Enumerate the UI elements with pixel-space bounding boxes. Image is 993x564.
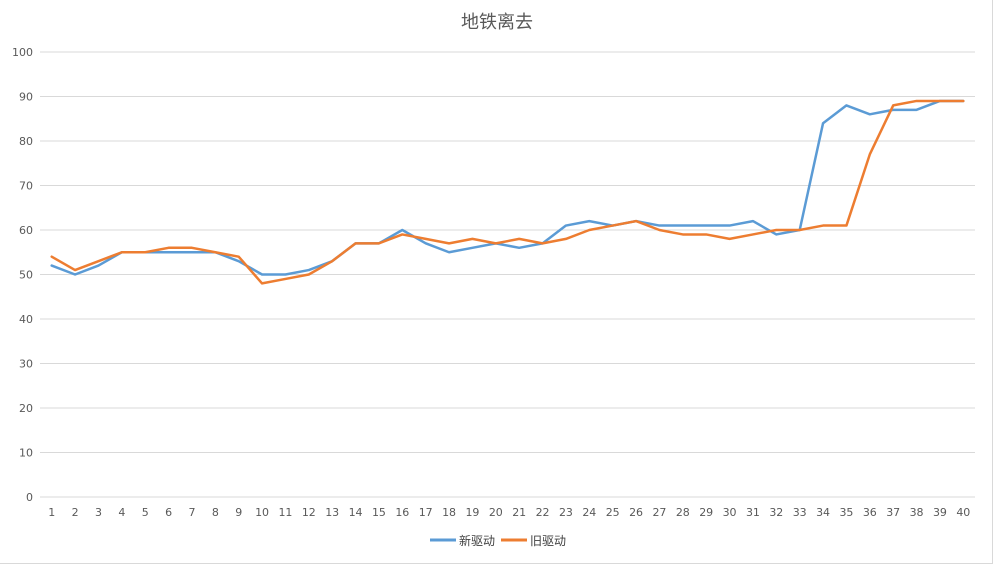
x-tick-label: 24 xyxy=(582,506,596,519)
y-tick-label: 40 xyxy=(19,313,33,326)
x-tick-label: 20 xyxy=(489,506,503,519)
x-axis-ticks: 1 2 3 4 5 6 7 8 9 10 11 12 13 14 15 16 17 18 19 20 21 22 23 24 2… xyxy=(48,506,970,519)
x-tick-label: 17 xyxy=(419,506,433,519)
x-tick-label: 35 xyxy=(839,506,853,519)
x-tick-label: 6 xyxy=(165,506,172,519)
series-lines xyxy=(50,99,965,285)
x-tick-label: 23 xyxy=(559,506,573,519)
legend-label-series-1: 新驱动 xyxy=(459,533,495,548)
y-tick-label: 10 xyxy=(19,447,33,460)
x-tick-label: 5 xyxy=(142,506,149,519)
x-tick-label: 12 xyxy=(302,506,316,519)
x-tick-label: 8 xyxy=(212,506,219,519)
x-tick-label: 22 xyxy=(536,506,550,519)
x-tick-label: 33 xyxy=(793,506,807,519)
y-tick-label: 100 xyxy=(12,46,33,59)
series-line-2 xyxy=(50,99,965,285)
y-tick-label: 20 xyxy=(19,402,33,415)
x-tick-label: 18 xyxy=(442,506,456,519)
x-tick-label: 7 xyxy=(188,506,195,519)
x-tick-label: 16 xyxy=(395,506,409,519)
x-tick-label: 9 xyxy=(235,506,242,519)
x-tick-label: 30 xyxy=(723,506,737,519)
y-axis-ticks: 0 10 20 30 40 50 60 70 80 90 100 xyxy=(12,46,33,504)
x-tick-label: 28 xyxy=(676,506,690,519)
gridlines xyxy=(40,51,975,498)
y-tick-label: 50 xyxy=(19,269,33,282)
x-tick-label: 34 xyxy=(816,506,830,519)
x-tick-label: 27 xyxy=(652,506,666,519)
x-tick-label: 15 xyxy=(372,506,386,519)
series-line-1 xyxy=(50,99,965,276)
chart-title: 地铁离去 xyxy=(461,12,533,33)
x-tick-label: 40 xyxy=(956,506,970,519)
x-tick-label: 2 xyxy=(72,506,79,519)
x-tick-label: 21 xyxy=(512,506,526,519)
x-tick-label: 1 xyxy=(48,506,55,519)
y-tick-label: 70 xyxy=(19,180,33,193)
y-tick-label: 80 xyxy=(19,135,33,148)
x-tick-label: 38 xyxy=(910,506,924,519)
x-tick-label: 25 xyxy=(606,506,620,519)
x-tick-label: 29 xyxy=(699,506,713,519)
x-tick-label: 19 xyxy=(465,506,479,519)
legend-label-series-2: 旧驱动 xyxy=(530,534,566,548)
x-tick-label: 4 xyxy=(118,506,125,519)
x-tick-label: 39 xyxy=(933,506,947,519)
y-tick-label: 90 xyxy=(19,91,33,104)
x-tick-label: 31 xyxy=(746,506,760,519)
x-tick-label: 32 xyxy=(769,506,783,519)
y-tick-label: 60 xyxy=(19,224,33,237)
x-tick-label: 37 xyxy=(886,506,900,519)
x-tick-label: 11 xyxy=(278,506,292,519)
x-tick-label: 26 xyxy=(629,506,643,519)
y-tick-label: 30 xyxy=(19,358,33,371)
x-tick-label: 10 xyxy=(255,506,269,519)
x-tick-label: 14 xyxy=(349,506,363,519)
x-tick-label: 3 xyxy=(95,506,102,519)
y-tick-label: 0 xyxy=(26,491,33,504)
x-tick-label: 13 xyxy=(325,506,339,519)
x-tick-label: 36 xyxy=(863,506,877,519)
legend: 新驱动 旧驱动 xyxy=(430,533,566,548)
